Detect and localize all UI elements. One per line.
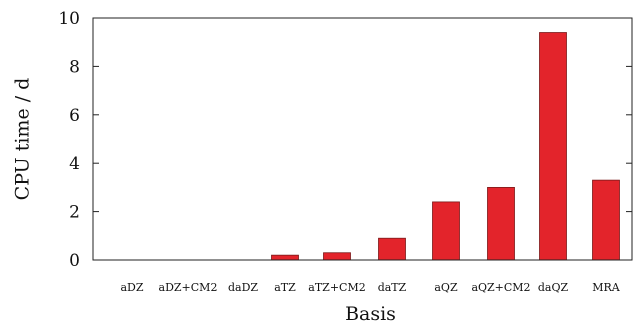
- bar-mra: [592, 179, 620, 261]
- y-axis-label: CPU time / d: [12, 78, 34, 201]
- bar-daqz: [539, 32, 567, 261]
- x-tick-label: aDZ+CM2: [159, 281, 218, 294]
- x-tick-label: aDZ: [120, 281, 143, 294]
- x-tick-label: MRA: [592, 281, 621, 294]
- bar-atz-cm2: [323, 252, 351, 261]
- bars-group: [271, 32, 620, 261]
- x-axis-label: Basis: [345, 303, 396, 325]
- x-tick-label: daQZ: [538, 281, 569, 294]
- bar-atz: [271, 254, 299, 261]
- bar-aqz-cm2: [487, 186, 515, 261]
- y-tick-label: 10: [58, 9, 80, 29]
- x-tick-label: aTZ: [274, 281, 296, 294]
- y-tick-label: 4: [69, 154, 80, 174]
- plot-frame: [92, 17, 633, 261]
- x-tick-label: aTZ+CM2: [308, 281, 365, 294]
- x-tick-label: aQZ+CM2: [471, 281, 530, 294]
- x-tick-label: daDZ: [228, 281, 258, 294]
- x-axis: aDZ aDZ+CM2 daDZ aTZ aTZ+CM2 daTZ aQZ aQZ+CM2 da…: [120, 281, 620, 294]
- y-tick-label: 0: [69, 251, 80, 271]
- y-tick-label: 2: [69, 203, 80, 223]
- x-tick-label: aQZ: [434, 281, 458, 294]
- y-tick-label: 6: [69, 106, 80, 126]
- y-axis: 0 2 4 6 8 10: [58, 9, 632, 271]
- y-tick-label: 8: [69, 57, 80, 77]
- bar-datz: [378, 237, 406, 261]
- bar-aqz: [432, 201, 460, 261]
- x-tick-label: daTZ: [378, 281, 407, 294]
